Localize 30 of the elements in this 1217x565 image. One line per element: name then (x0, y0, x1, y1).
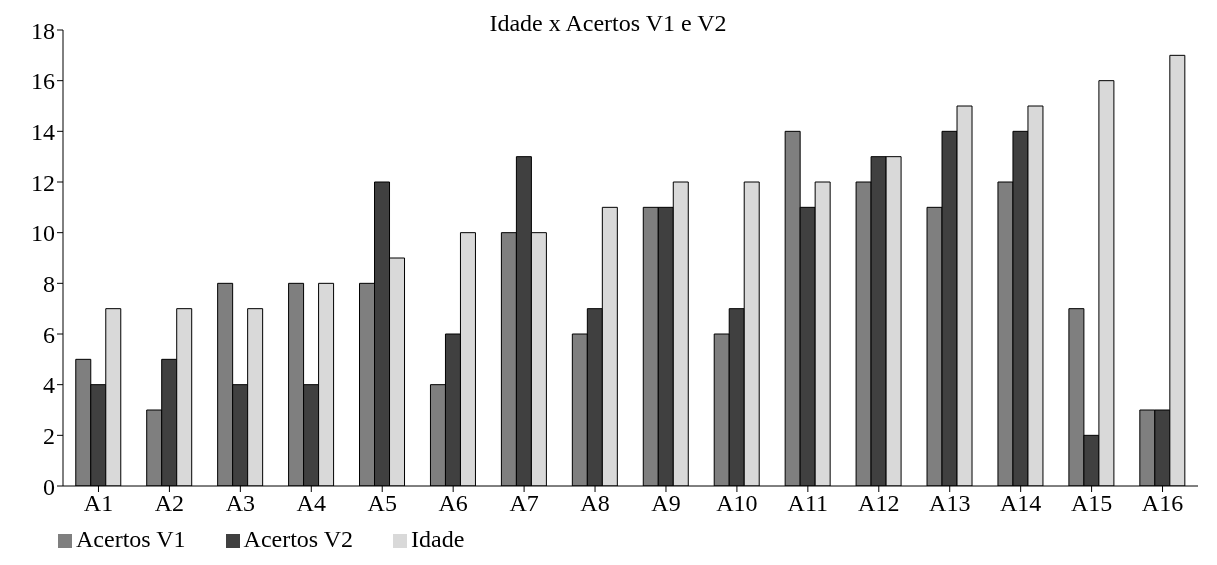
y-tick-label: 0 (43, 473, 55, 500)
x-tick-label: A15 (1070, 490, 1113, 517)
y-tick-label: 8 (43, 270, 55, 297)
x-tick-label: A2 (154, 490, 185, 517)
y-tick-label: 18 (31, 17, 55, 44)
y-tick-label: 4 (43, 372, 55, 399)
legend-label: Acertos V2 (243, 526, 354, 552)
x-tick-label: A6 (438, 490, 468, 517)
x-tick-label: A11 (787, 490, 829, 517)
x-tick-label: A16 (1141, 490, 1184, 517)
x-tick-label: A1 (83, 490, 114, 517)
y-tick-label: 6 (43, 321, 55, 348)
x-tick-label: A13 (929, 490, 971, 517)
x-tick-label: A3 (225, 490, 256, 517)
y-tick-label: 2 (43, 422, 55, 449)
y-tick-label: 10 (31, 220, 55, 247)
x-tick-label: A8 (580, 490, 610, 517)
legend-label: Acertos V1 (76, 526, 186, 552)
legend-label: Idade (411, 526, 465, 552)
x-tick-label: A5 (367, 490, 397, 517)
x-tick-label: A14 (999, 490, 1042, 517)
x-tick-label: A12 (858, 490, 900, 517)
x-tick-label: A4 (296, 490, 326, 517)
y-tick-label: 16 (31, 68, 55, 95)
y-tick-label: 12 (31, 169, 55, 196)
x-tick-label: A10 (716, 490, 758, 517)
x-tick-label: A9 (651, 490, 681, 517)
y-tick-label: 14 (31, 118, 55, 145)
x-tick-label: A7 (509, 490, 539, 517)
chart-title: Idade x Acertos V1 e V2 (489, 10, 727, 36)
